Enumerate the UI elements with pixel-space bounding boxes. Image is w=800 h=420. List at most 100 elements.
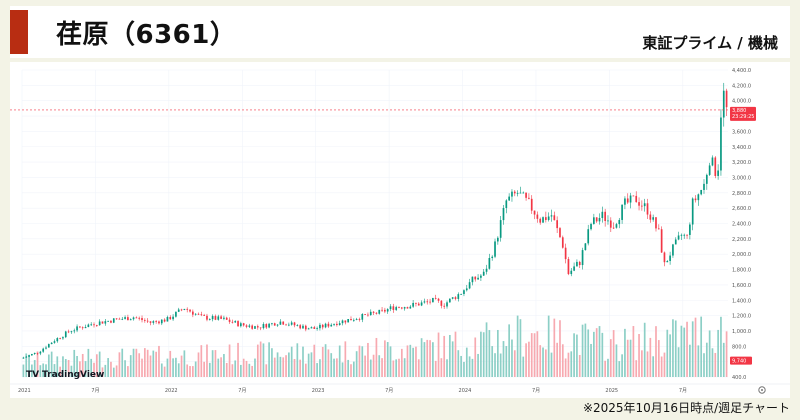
candle-body [245,325,248,327]
candle-body [440,300,443,306]
volume-bar [234,360,237,377]
candle-body [127,317,129,321]
volume-bar [304,363,307,377]
volume-bar [81,353,84,377]
candle-body [214,316,217,320]
volume-bar [573,333,575,377]
candle-body [655,217,657,229]
candle-body [519,192,522,194]
volume-bar [480,331,482,377]
candle-body [649,214,652,220]
y-tick-label: 1,800.0 [732,268,751,274]
volume-bar [336,358,338,377]
candle-body [369,311,372,316]
candle-body [146,320,149,322]
candle-body [657,228,660,230]
volume-bar [143,348,146,377]
volume-bar [25,353,28,377]
volume-bar [101,367,104,377]
candle-body [612,227,615,229]
volume-bar [474,337,477,377]
candle-body [175,311,177,317]
candle-body [36,352,39,354]
volume-bar [717,329,719,377]
candle-body [463,290,465,295]
candle-body [228,319,231,322]
volume-bar [406,345,409,377]
candle-body [711,157,714,166]
volume-bar [672,319,674,377]
volume-bar [225,363,228,377]
candle-body [180,309,183,311]
volume-bar [426,339,429,377]
tradingview-watermark[interactable]: TV TradingView [26,370,104,380]
last-price-value: 3,880 [732,108,746,114]
candle-body [112,318,115,323]
candle-body [494,241,496,257]
candle-body [358,319,361,320]
volume-bar [660,356,663,377]
candle-body [626,198,629,203]
x-tick-label: 2022 [165,388,178,394]
stock-chart[interactable]: 400.0600.0800.01,000.01,200.01,400.01,60… [10,62,790,398]
volume-bar [694,317,697,377]
volume-bar [432,342,434,377]
last-price-badge: 3,880 23:29:25 [730,106,756,121]
volume-bar [341,362,344,377]
candle-body [406,307,409,309]
volume-bar [564,358,567,377]
candle-body [203,315,205,316]
candle-body [641,205,643,207]
volume-bar [655,326,657,377]
candle-body [158,321,160,324]
volume-bar [463,361,465,377]
gear-icon[interactable] [758,386,766,394]
y-tick-label: 1,600.0 [732,283,751,289]
candle-body [471,276,474,283]
volume-bar [375,337,378,377]
candle-body [395,307,398,310]
candle-body [553,215,556,221]
volume-bar [624,328,626,377]
candle-body [717,170,719,176]
candle-body [604,211,607,221]
volume-bar [448,334,451,377]
volume-bar [674,320,677,377]
volume-bar [152,350,155,377]
volume-bar [194,361,197,377]
candle-body [183,308,186,310]
candle-body [683,234,686,236]
volume-bar [220,357,222,377]
volume-bar [533,333,536,377]
chart-panel[interactable]: 400.0600.0800.01,000.01,200.01,400.01,60… [10,62,790,398]
candle-body [265,324,268,328]
candle-body [595,217,598,222]
volume-bar [423,342,426,377]
volume-bar [722,342,725,377]
x-tick-label: 7月 [91,388,99,394]
candle-body [304,325,307,330]
volume-bar [98,351,101,377]
volume-bar [319,359,321,377]
volume-bar [417,359,420,377]
candle-body [559,228,561,238]
candle-body [429,301,431,303]
y-tick-label: 1,400.0 [732,298,751,304]
y-tick-label: 2,400.0 [732,222,751,228]
volume-bar [545,349,547,377]
volume-bar [31,364,33,377]
volume-bar [700,316,703,377]
volume-bar [36,351,39,377]
volume-bar [358,345,361,377]
candle-body [584,243,587,251]
volume-bar [677,347,680,377]
y-tick-label: 2,200.0 [732,237,751,243]
candle-body [372,311,375,313]
candle-body [386,309,389,312]
candle-body [491,256,494,259]
candle-body [200,314,203,316]
volume-bar [649,337,652,377]
volume-bar [206,344,208,377]
volume-bar [680,325,683,377]
x-tick-label: 7月 [238,388,246,394]
